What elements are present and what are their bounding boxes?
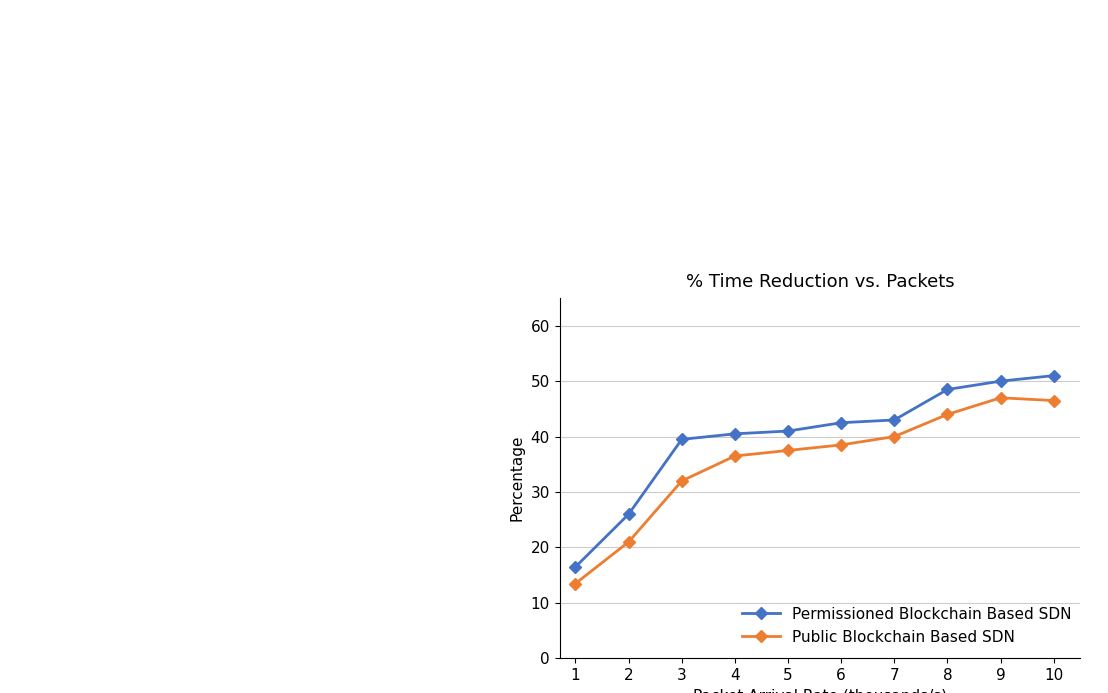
Permissioned Blockchain Based SDN — [834, 419, 848, 427]
Permissioned Blockchain Based SDN — [781, 427, 794, 435]
Permissioned Blockchain Based SDN — [622, 510, 635, 518]
Permissioned Blockchain Based SDN — [994, 377, 1007, 385]
X-axis label: Packet Arrival Rate (thousands/s): Packet Arrival Rate (thousands/s) — [692, 689, 947, 693]
Line: Permissioned Blockchain Based SDN: Permissioned Blockchain Based SDN — [572, 371, 1058, 571]
Public Blockchain Based SDN — [888, 432, 901, 441]
Line: Public Blockchain Based SDN: Public Blockchain Based SDN — [572, 394, 1058, 588]
Permissioned Blockchain Based SDN — [728, 430, 741, 438]
Public Blockchain Based SDN — [675, 477, 688, 485]
Permissioned Blockchain Based SDN — [568, 563, 582, 571]
Public Blockchain Based SDN — [941, 410, 954, 419]
Public Blockchain Based SDN — [834, 441, 848, 449]
Permissioned Blockchain Based SDN — [675, 435, 688, 444]
Y-axis label: Percentage: Percentage — [510, 435, 525, 521]
Legend: Permissioned Blockchain Based SDN, Public Blockchain Based SDN: Permissioned Blockchain Based SDN, Publi… — [736, 601, 1078, 651]
Public Blockchain Based SDN — [1047, 396, 1060, 405]
Public Blockchain Based SDN — [781, 446, 794, 455]
Permissioned Blockchain Based SDN — [941, 385, 954, 394]
Public Blockchain Based SDN — [622, 538, 635, 546]
Title: % Time Reduction vs. Packets: % Time Reduction vs. Packets — [686, 273, 954, 291]
Public Blockchain Based SDN — [568, 579, 582, 588]
Public Blockchain Based SDN — [728, 452, 741, 460]
Public Blockchain Based SDN — [994, 394, 1007, 402]
Permissioned Blockchain Based SDN — [888, 416, 901, 424]
Permissioned Blockchain Based SDN — [1047, 371, 1060, 380]
